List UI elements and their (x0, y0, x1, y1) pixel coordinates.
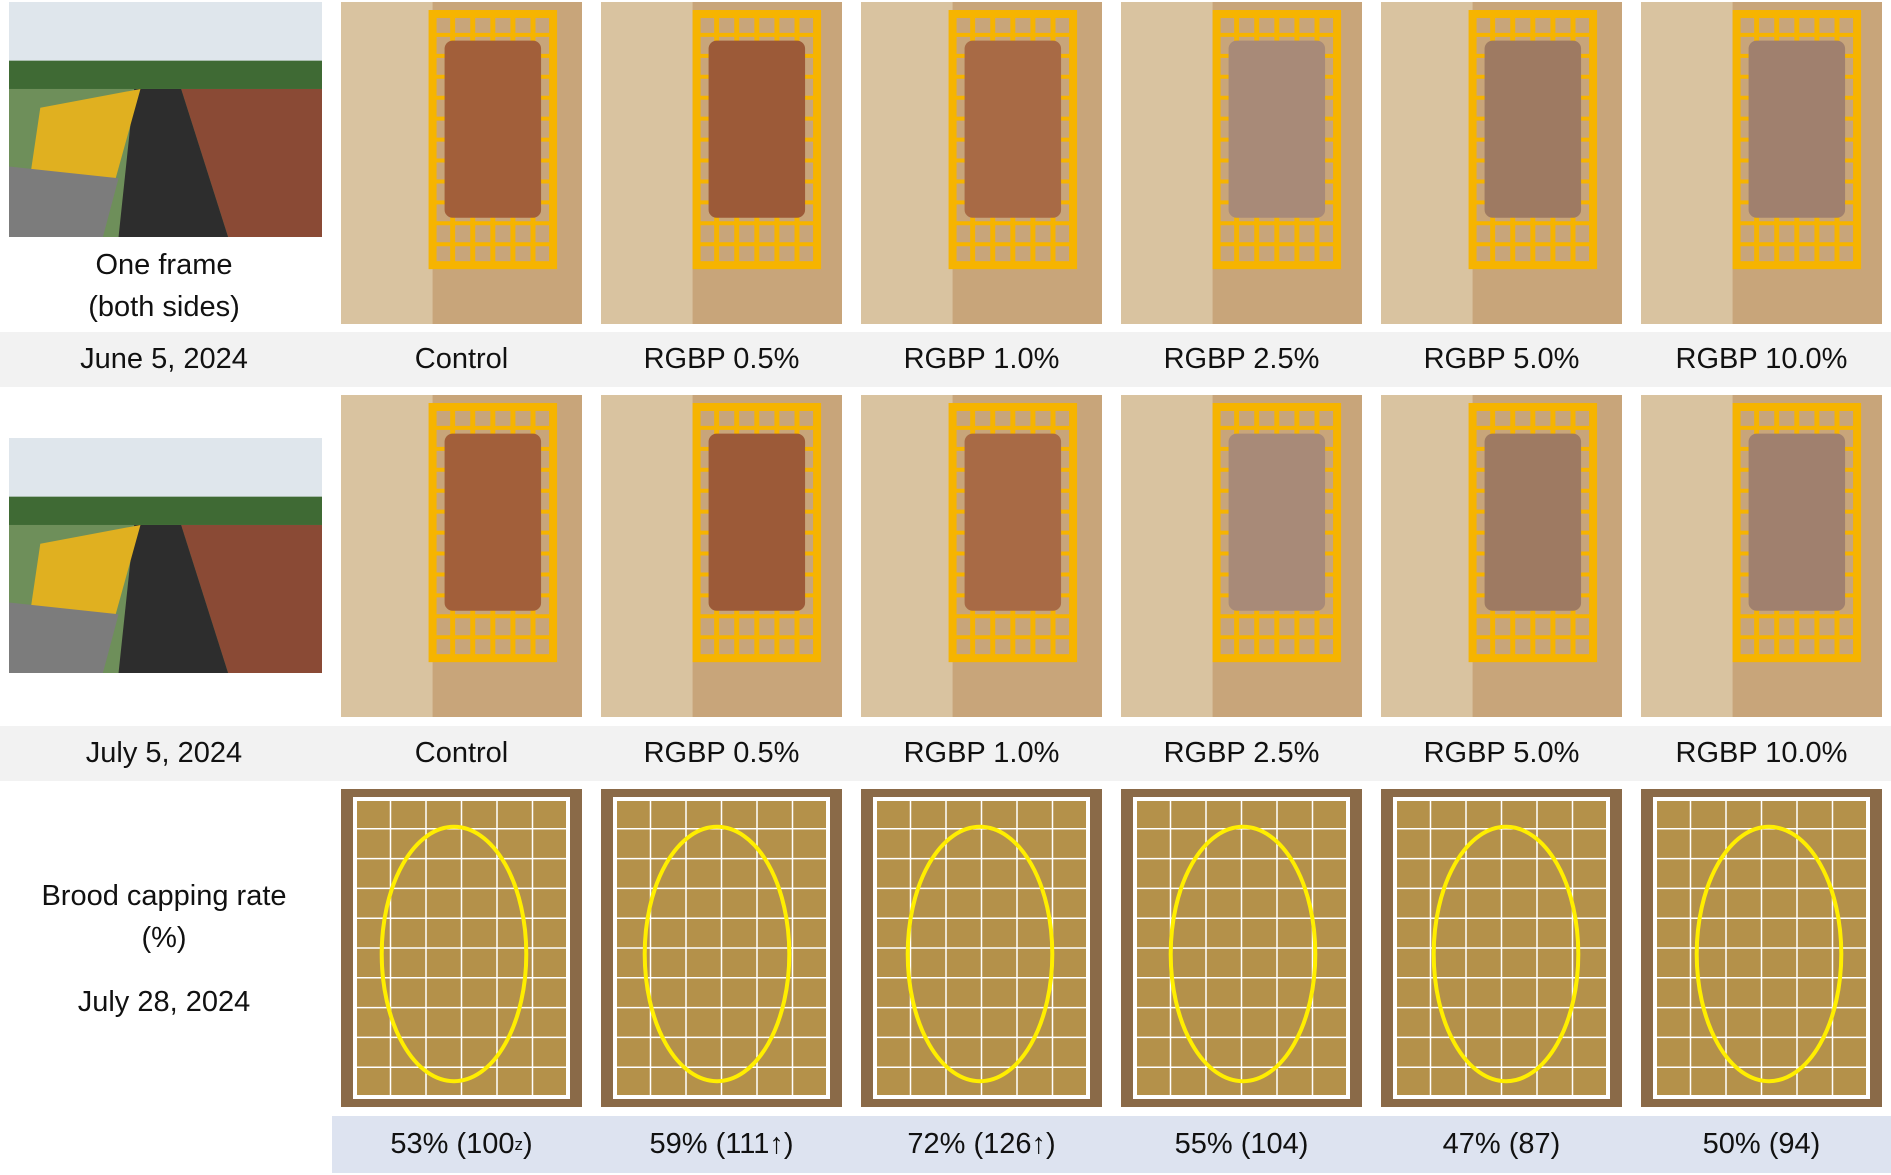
photo (861, 395, 1102, 717)
photo (601, 2, 842, 324)
patty (1748, 40, 1846, 218)
patty (1484, 433, 1582, 611)
photo (1641, 395, 1882, 717)
brood-outline (379, 824, 529, 1084)
treatment-label: RGBP 0.5% (643, 737, 800, 769)
photo (601, 395, 842, 717)
result-text: 53% (100 (390, 1128, 515, 1160)
result-text: 59% (111↑) (649, 1128, 794, 1160)
treatment-label: RGBP 2.5% (1163, 343, 1320, 375)
treatment-label: RGBP 5.0% (1423, 737, 1580, 769)
result: 55% (104) (1113, 1116, 1370, 1173)
result-text: 50% (94) (1702, 1128, 1821, 1160)
trees (9, 496, 322, 525)
patty (1484, 40, 1582, 218)
row-date: June 5, 2024 (80, 343, 248, 375)
photo (341, 395, 582, 717)
patty (1228, 40, 1326, 218)
treatment-label: RGBP 10.0% (1675, 343, 1848, 375)
caption-line: Brood capping rate (41, 880, 287, 912)
soil (181, 524, 322, 673)
photo (341, 789, 582, 1107)
photo (1121, 789, 1362, 1107)
result-text: 47% (87) (1442, 1128, 1561, 1160)
photo (861, 2, 1102, 324)
rail (118, 88, 229, 237)
photo (1381, 789, 1622, 1107)
treatment-label: RGBP 0.5% (643, 343, 800, 375)
result: 50% (94) (1633, 1116, 1890, 1173)
photo (341, 2, 582, 324)
treatment-label: RGBP 10.0% (1675, 737, 1848, 769)
patty (444, 40, 542, 218)
result-text: 55% (104) (1174, 1128, 1309, 1160)
sky (9, 438, 322, 497)
photo (9, 2, 322, 237)
treatment-label: RGBP 1.0% (903, 737, 1060, 769)
photo (861, 789, 1102, 1107)
treatment-label: RGBP 1.0% (903, 343, 1060, 375)
photo (1121, 395, 1362, 717)
caption-line: (both sides) (88, 291, 240, 323)
treatment-label: RGBP 5.0% (1423, 343, 1580, 375)
soil (181, 88, 322, 237)
photo (9, 438, 322, 673)
photo (1121, 2, 1362, 324)
result: 59% (111↑) (593, 1116, 850, 1173)
brood-outline (905, 824, 1055, 1084)
result: 47% (87) (1373, 1116, 1630, 1173)
photo (1381, 2, 1622, 324)
rail (118, 524, 229, 673)
result-text: 72% (126↑) (907, 1128, 1056, 1160)
ground (9, 166, 119, 237)
photo (1381, 395, 1622, 717)
trees (9, 60, 322, 89)
brood-outline (642, 824, 792, 1084)
row-date: July 5, 2024 (85, 737, 243, 769)
photo (601, 789, 842, 1107)
brood-date: July 28, 2024 (77, 986, 251, 1018)
sky (9, 2, 322, 61)
label-band (0, 332, 1891, 387)
photo (1641, 2, 1882, 324)
frame-caption: One frame (both sides) (0, 244, 328, 328)
patty (444, 433, 542, 611)
brood-outline (1431, 824, 1581, 1084)
patty (1748, 433, 1846, 611)
patty (708, 40, 806, 218)
result-suffix: ) (522, 1128, 533, 1160)
result: 53% (100 z) (333, 1116, 590, 1173)
patty (708, 433, 806, 611)
patty (964, 433, 1062, 611)
caption-line: One frame (95, 249, 233, 281)
result-superscript: z (514, 1134, 523, 1154)
brood-outline (1168, 824, 1318, 1084)
treatment-label: Control (414, 737, 509, 769)
treatment-label: Control (414, 343, 509, 375)
brood-outline (1694, 824, 1844, 1084)
ground (9, 602, 119, 673)
treatment-label: RGBP 2.5% (1163, 737, 1320, 769)
photo (1641, 789, 1882, 1107)
patty (964, 40, 1062, 218)
label-band (0, 726, 1891, 781)
caption-line: (%) (141, 922, 187, 954)
result: 72% (126↑) (853, 1116, 1110, 1173)
brood-caption: Brood capping rate (%) July 28, 2024 (0, 875, 328, 1023)
result-band (332, 1116, 1891, 1173)
patty (1228, 433, 1326, 611)
